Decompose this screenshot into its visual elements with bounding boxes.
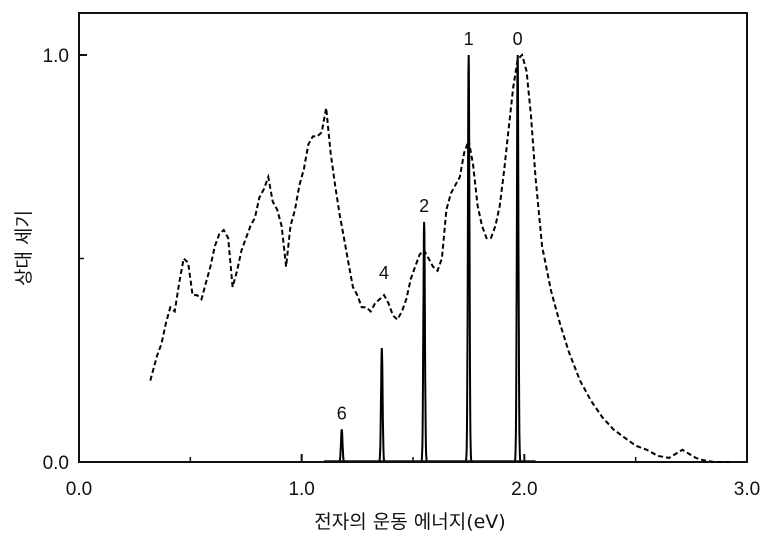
y-axis-title: 상대 세기 [13,210,35,286]
plot-frame [78,12,748,463]
y-tick-label: 0.0 [43,453,69,474]
peak-line [514,54,522,462]
x-tick-label: 1.0 [288,479,314,500]
x-tick-label: 2.0 [511,479,537,500]
peak-line [338,429,346,463]
peak-line [420,221,428,462]
peak-line [465,54,473,462]
dashed-peak-label: 4 [379,263,389,283]
x-tick-label: 3.0 [734,479,760,500]
peak-line [378,347,386,463]
peak-label: 6 [337,403,347,423]
peak-label: 0 [513,29,523,49]
peak-label: 2 [419,196,429,216]
x-tick-label: 0.0 [66,479,92,500]
dashed-spectrum-line [149,53,732,463]
y-tick-label: 1.0 [43,46,69,67]
x-axis-title: 전자의 운동 에너지(eV) [314,511,505,533]
peak-label: 1 [464,29,474,49]
